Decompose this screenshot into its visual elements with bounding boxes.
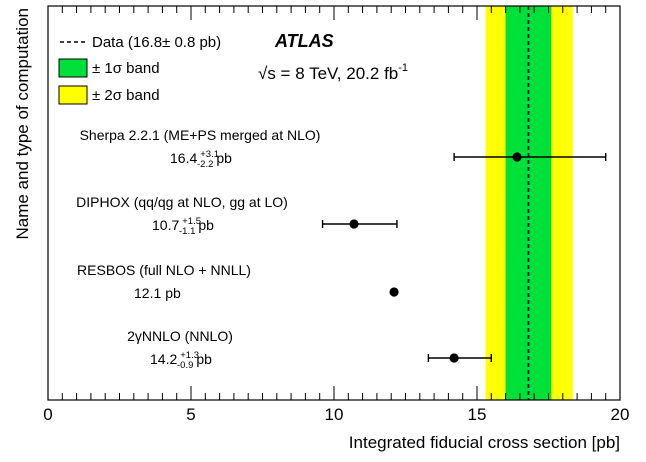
legend-data-label: Data (16.8± 0.8 pb) [92,34,221,51]
prediction-labels: Sherpa 2.2.1 (ME+PS merged at NLO) 16.4 +3… [76,127,320,371]
legend-two-sigma-label: ± 2σ band [92,87,160,104]
x-tick-label: 0 [43,405,52,424]
prediction-marks [321,152,607,363]
energy-luminosity-label: √s = 8 TeV, 20.2 fb-1 [258,62,408,83]
data-point [512,152,522,162]
legend-one-sigma-swatch [58,58,88,78]
prediction-4 [427,353,492,363]
x-tick-label: 10 [325,405,344,424]
data-point [349,219,359,229]
x-tick-label: 5 [186,405,195,424]
x-tick-label: 15 [468,405,487,424]
prediction-name: RESBOS (full NLO + NNLL) [77,262,251,278]
prediction-name: 2γNNLO (NNLO) [127,328,233,344]
legend: Data (16.8± 0.8 pb) ± 1σ band ± 2σ band ATL… [58,31,408,105]
prediction-2 [321,219,398,229]
prediction-name: DIPHOX (qq/qg at NLO, gg at LO) [76,194,288,210]
uncertainty-bands [485,6,573,400]
data-point [449,353,459,363]
x-tick-label: 20 [611,405,630,424]
prediction-value: 16.4 +3.1 -2.2 pb [170,149,232,170]
axes: 0 5 10 15 20 Integrated fiducial cross sectio… [13,5,630,452]
prediction-3 [389,287,399,297]
prediction-value: 14.2 +1.3 -0.9 pb [150,350,212,371]
legend-two-sigma-swatch [58,85,88,105]
experiment-label: ATLAS [274,31,334,51]
prediction-name: Sherpa 2.2.1 (ME+PS merged at NLO) [80,127,321,143]
prediction-1 [453,152,607,162]
prediction-value: 10.7 +1.5 -1.1 pb [152,216,214,237]
data-point [389,287,399,297]
legend-one-sigma-label: ± 1σ band [92,60,160,77]
y-axis-title: Name and type of computation [13,8,32,240]
prediction-value: 12.1 pb [134,285,181,301]
x-axis-title: Integrated fiducial cross section [pb] [349,433,620,452]
